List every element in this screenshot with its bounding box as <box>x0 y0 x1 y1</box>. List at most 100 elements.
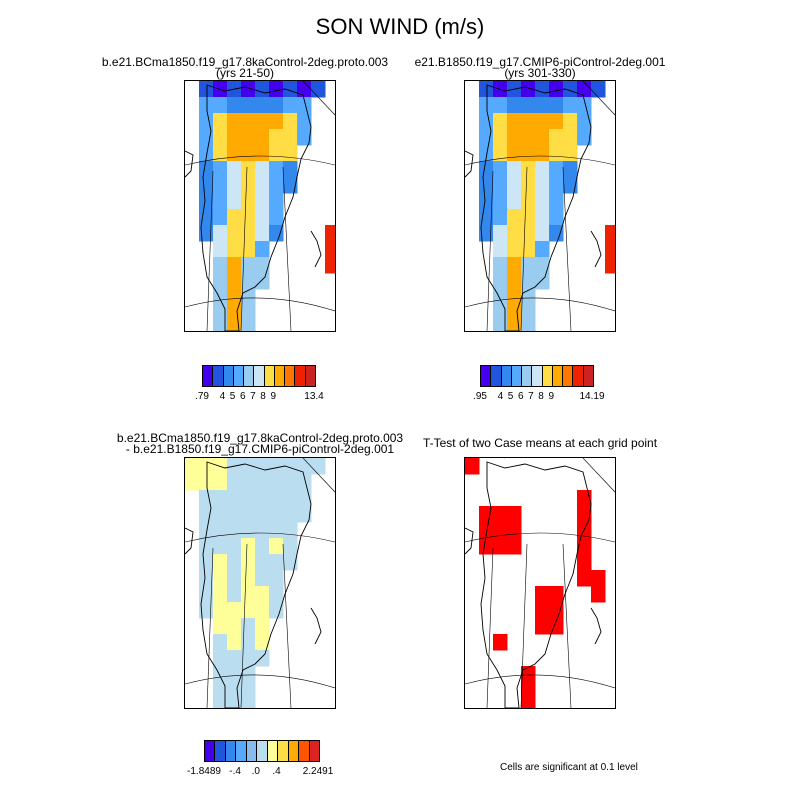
panel3-map <box>184 457 336 709</box>
colorbar-swatch <box>246 741 258 761</box>
longitude-line <box>282 543 292 708</box>
map-canvas <box>465 81 615 331</box>
field-cell <box>227 490 242 507</box>
field-cell <box>549 113 564 130</box>
field-cells <box>465 458 606 708</box>
field-cell <box>479 97 494 114</box>
field-cell <box>269 97 284 114</box>
field-cell <box>521 257 536 274</box>
longitude-line <box>240 166 248 331</box>
field-cell <box>213 618 228 635</box>
longitude-line <box>582 458 615 493</box>
latitude-line <box>185 155 335 166</box>
field-cell <box>479 81 494 98</box>
field-cell <box>227 618 242 635</box>
colorbar-swatch <box>278 741 289 761</box>
field-cell <box>185 458 200 475</box>
field-cells <box>185 458 326 708</box>
colorbar-swatch <box>285 366 296 386</box>
field-cell <box>493 321 508 331</box>
field-cell <box>521 682 536 699</box>
field-cell <box>241 650 256 667</box>
field-cell <box>227 145 242 162</box>
field-cell <box>507 225 522 242</box>
map-canvas <box>185 81 335 331</box>
longitude-line <box>562 166 572 331</box>
field-cell <box>325 225 335 242</box>
field-cell <box>283 554 298 571</box>
colorbar-tick-label: 6 <box>517 391 524 402</box>
greenland-coastline <box>200 461 312 708</box>
field-cell <box>255 554 270 571</box>
field-cell <box>311 458 326 475</box>
panel2-map <box>464 80 616 332</box>
field-cell <box>227 586 242 603</box>
field-cell <box>213 257 228 274</box>
field-cell <box>521 145 536 162</box>
field-cell <box>535 257 550 274</box>
latitude-line <box>465 674 615 689</box>
field-cell <box>269 193 284 210</box>
field-cell <box>591 81 606 98</box>
field-cell <box>577 538 592 555</box>
field-cell <box>563 145 578 162</box>
field-cell <box>227 666 242 683</box>
colorbar-swatch <box>274 366 286 386</box>
field-cell <box>255 490 270 507</box>
field-cell <box>213 554 228 571</box>
field-cell <box>269 538 284 555</box>
field-cell <box>227 177 242 194</box>
field-cell <box>213 129 228 146</box>
longitude-line <box>486 547 494 708</box>
field-cell <box>213 682 228 699</box>
field-cell <box>507 321 522 331</box>
field-cell <box>255 273 270 290</box>
field-cell <box>269 474 284 491</box>
field-cell <box>535 129 550 146</box>
colorbar-tick-label: 9 <box>548 391 555 402</box>
field-cell <box>241 97 256 114</box>
field-cell <box>563 177 578 194</box>
field-cell <box>535 193 550 210</box>
colorbar-swatch <box>288 741 300 761</box>
field-cell <box>255 458 270 475</box>
field-cell <box>227 305 242 322</box>
field-cell <box>493 522 508 539</box>
field-cell <box>241 474 256 491</box>
colorbar-swatch <box>309 741 319 761</box>
field-cell <box>213 490 228 507</box>
field-cell <box>269 522 284 539</box>
field-cell <box>255 586 270 603</box>
latitude-line <box>185 532 335 543</box>
field-cell <box>199 538 214 555</box>
longitude-line <box>582 81 615 116</box>
latitude-line <box>465 297 615 312</box>
field-cell <box>493 257 508 274</box>
longitude-line <box>562 543 572 708</box>
field-cell <box>549 602 564 619</box>
field-cell <box>493 305 508 322</box>
field-cell <box>199 177 214 194</box>
field-cell <box>227 321 242 331</box>
field-cell <box>465 458 480 475</box>
colorbar-tick-label: 8 <box>538 391 544 402</box>
field-cell <box>213 698 228 708</box>
field-cell <box>227 698 242 708</box>
field-cell <box>199 145 214 162</box>
field-cell <box>213 474 228 491</box>
field-cell <box>227 257 242 274</box>
field-cell <box>521 241 536 258</box>
field-cell <box>493 177 508 194</box>
field-cell <box>549 145 564 162</box>
field-cell <box>213 586 228 603</box>
field-cell <box>269 81 284 98</box>
field-cell <box>213 209 228 226</box>
greenland-coastline <box>200 84 312 331</box>
colorbar-swatch <box>573 366 584 386</box>
field-cell <box>213 321 228 331</box>
colorbar-swatch <box>213 366 224 386</box>
field-cell <box>563 81 578 98</box>
field-cell <box>241 538 256 555</box>
field-cell <box>311 81 326 98</box>
field-cell <box>255 113 270 130</box>
